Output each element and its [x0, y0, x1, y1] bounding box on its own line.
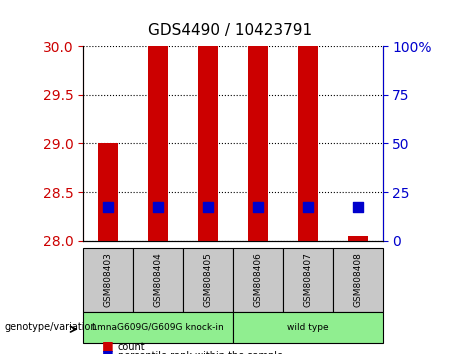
Point — [154, 204, 161, 210]
Text: wild type: wild type — [287, 323, 329, 332]
Bar — [298, 46, 318, 241]
Text: GDS4490 / 10423791: GDS4490 / 10423791 — [148, 23, 313, 38]
Text: ■: ■ — [101, 339, 113, 352]
Text: GSM808406: GSM808406 — [253, 252, 262, 307]
Text: GSM808407: GSM808407 — [303, 252, 312, 307]
Point — [304, 204, 311, 210]
Bar — [198, 46, 218, 241]
Text: count: count — [118, 342, 145, 352]
Point — [354, 204, 361, 210]
Text: percentile rank within the sample: percentile rank within the sample — [118, 351, 283, 354]
Text: GSM808404: GSM808404 — [154, 252, 162, 307]
Text: GSM808408: GSM808408 — [353, 252, 362, 307]
Text: genotype/variation: genotype/variation — [5, 322, 97, 332]
Text: ■: ■ — [101, 348, 113, 354]
Bar — [148, 46, 168, 241]
Text: GSM808405: GSM808405 — [203, 252, 213, 307]
Bar — [98, 143, 118, 241]
Point — [104, 204, 112, 210]
Point — [204, 204, 212, 210]
Bar — [248, 46, 268, 241]
Bar — [348, 236, 367, 241]
Text: LmnaG609G/G609G knock-in: LmnaG609G/G609G knock-in — [92, 323, 224, 332]
Point — [254, 204, 261, 210]
Text: GSM808403: GSM808403 — [103, 252, 112, 307]
